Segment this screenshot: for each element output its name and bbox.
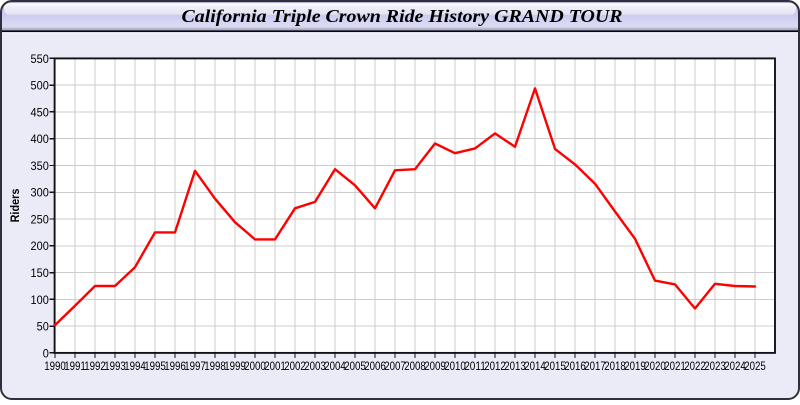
svg-text:2010: 2010 xyxy=(444,359,466,373)
svg-text:0: 0 xyxy=(43,346,49,360)
svg-text:2005: 2005 xyxy=(344,359,366,373)
svg-text:200: 200 xyxy=(31,239,50,253)
svg-text:1990: 1990 xyxy=(44,359,66,373)
svg-text:2016: 2016 xyxy=(564,359,586,373)
svg-text:550: 550 xyxy=(31,52,50,66)
svg-text:250: 250 xyxy=(31,212,50,226)
svg-text:2022: 2022 xyxy=(684,359,706,373)
svg-text:2023: 2023 xyxy=(704,359,726,373)
svg-text:2003: 2003 xyxy=(304,359,326,373)
svg-text:2011: 2011 xyxy=(464,359,486,373)
svg-text:100: 100 xyxy=(31,293,50,307)
svg-text:2002: 2002 xyxy=(284,359,306,373)
svg-text:150: 150 xyxy=(31,266,50,280)
svg-text:300: 300 xyxy=(31,186,50,200)
svg-text:2015: 2015 xyxy=(544,359,566,373)
svg-text:California Triple Crown Ride H: California Triple Crown Ride History GRA… xyxy=(182,6,623,26)
svg-text:50: 50 xyxy=(37,320,49,334)
svg-text:1999: 1999 xyxy=(224,359,246,373)
svg-text:1993: 1993 xyxy=(104,359,126,373)
svg-text:2020: 2020 xyxy=(644,359,666,373)
svg-text:1998: 1998 xyxy=(204,359,226,373)
svg-text:2014: 2014 xyxy=(524,359,546,373)
svg-text:1995: 1995 xyxy=(144,359,166,373)
svg-text:350: 350 xyxy=(31,159,50,173)
svg-text:Riders: Riders xyxy=(8,188,22,222)
svg-text:2009: 2009 xyxy=(424,359,446,373)
svg-text:1992: 1992 xyxy=(84,359,106,373)
svg-text:2000: 2000 xyxy=(244,359,266,373)
svg-text:2008: 2008 xyxy=(404,359,426,373)
svg-text:2013: 2013 xyxy=(504,359,526,373)
svg-text:450: 450 xyxy=(31,105,50,119)
svg-text:2018: 2018 xyxy=(604,359,626,373)
svg-text:2024: 2024 xyxy=(724,359,746,373)
svg-text:1996: 1996 xyxy=(164,359,186,373)
svg-text:1991: 1991 xyxy=(64,359,86,373)
svg-text:1997: 1997 xyxy=(184,359,206,373)
svg-text:1994: 1994 xyxy=(124,359,146,373)
svg-text:2012: 2012 xyxy=(484,359,506,373)
svg-text:400: 400 xyxy=(31,132,50,146)
svg-text:2017: 2017 xyxy=(584,359,606,373)
svg-text:2021: 2021 xyxy=(664,359,686,373)
svg-text:2025: 2025 xyxy=(744,359,766,373)
svg-text:2006: 2006 xyxy=(364,359,386,373)
svg-text:500: 500 xyxy=(31,79,50,93)
svg-text:2004: 2004 xyxy=(324,359,346,373)
svg-text:2019: 2019 xyxy=(624,359,646,373)
svg-text:2001: 2001 xyxy=(264,359,286,373)
svg-text:2007: 2007 xyxy=(384,359,406,373)
